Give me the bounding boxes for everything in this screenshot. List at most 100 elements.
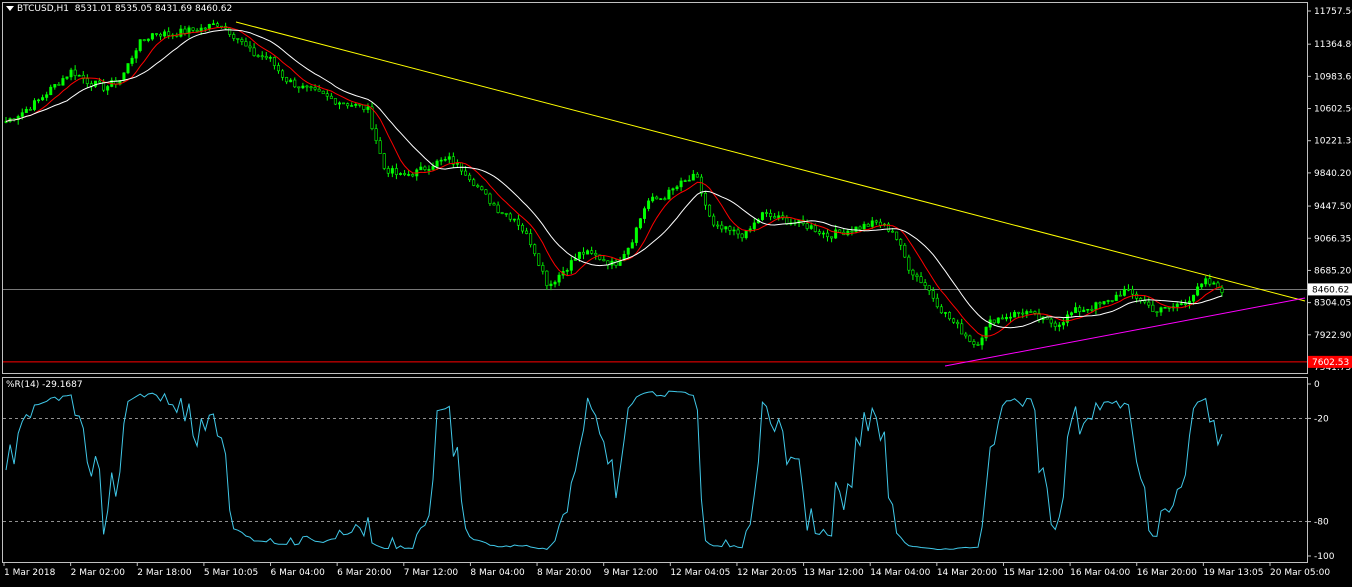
candle-body: [333, 98, 337, 105]
candle-body: [1155, 311, 1159, 313]
candle-body: [264, 56, 268, 59]
candle-body: [1200, 283, 1204, 288]
candle-body: [854, 226, 858, 232]
candle-body: [671, 188, 675, 191]
candle-body: [1009, 316, 1013, 319]
candle-body: [228, 27, 232, 35]
symbol-label: BTCUSD,H1: [17, 4, 70, 14]
candle-body: [1110, 300, 1114, 302]
low-price-badge: [1308, 355, 1352, 368]
candle-body: [805, 223, 809, 229]
candle-body: [1090, 308, 1094, 311]
candle-body: [325, 93, 329, 97]
wpr-tick-label: 0: [1314, 380, 1320, 390]
candle-body: [106, 86, 110, 91]
candle-body: [769, 213, 773, 217]
main-pane-frame: [2, 2, 1308, 374]
wpr-axis: 0 -20 -80 -100: [3, 380, 1335, 562]
candle-body: [834, 229, 838, 239]
candle-body: [398, 173, 402, 175]
candle-body: [651, 196, 655, 202]
candle-body: [602, 259, 606, 262]
candle-body: [1151, 304, 1155, 312]
candle-body: [431, 166, 435, 170]
candle-body: [480, 186, 484, 191]
candle-body: [557, 274, 561, 283]
candle-body: [752, 222, 756, 230]
candle-body: [268, 57, 272, 59]
wpr-line: [5, 390, 1223, 551]
indicator-header: %R(14) -29.1687: [6, 380, 83, 390]
candle-body: [695, 173, 699, 178]
price-levels: [3, 289, 1307, 363]
candle-body: [683, 180, 687, 182]
candle-body: [183, 28, 187, 34]
candle-body: [1029, 311, 1033, 313]
candle-body: [903, 244, 907, 258]
candle-body: [1078, 307, 1082, 312]
candle-body: [20, 112, 24, 117]
candle-body: [374, 128, 378, 141]
candle-body: [732, 229, 736, 232]
candle-body: [504, 213, 508, 215]
candle-body: [500, 212, 504, 214]
chart-header[interactable]: BTCUSD,H1 8531.01 8535.05 8431.69 8460.6…: [6, 4, 232, 14]
candle-body: [317, 88, 321, 92]
candle-body: [163, 31, 167, 37]
price-labels: 8460.62 7602.53: [1308, 283, 1352, 368]
candle-body: [520, 224, 524, 232]
candles: [4, 19, 1224, 350]
candle-body: [541, 265, 545, 272]
candle-body: [57, 84, 61, 86]
candle-body: [488, 193, 492, 204]
candle-body: [179, 28, 183, 37]
candle-body: [850, 230, 854, 233]
candle-body: [826, 232, 830, 238]
candle-body: [964, 333, 968, 337]
candle-body: [740, 233, 744, 239]
candle-body: [647, 200, 651, 209]
candle-body: [232, 34, 236, 39]
candle-body: [712, 215, 716, 226]
candle-body: [590, 250, 594, 254]
candle-body: [138, 39, 142, 51]
wpr-tick-label: -100: [1314, 552, 1335, 562]
candle-body: [167, 31, 171, 36]
candle-body: [150, 33, 154, 40]
candle-body: [1179, 303, 1183, 305]
candle-body: [679, 180, 683, 188]
candle-body: [911, 269, 915, 276]
dropdown-arrow-icon[interactable]: [6, 6, 14, 11]
candle-body: [102, 81, 106, 91]
candle-body: [1004, 317, 1008, 320]
candle-body: [443, 159, 447, 161]
time-tick-label: 12 Mar 04:05: [670, 568, 730, 578]
time-tick-label: 12 Mar 20:05: [737, 568, 797, 578]
time-tick-label: 16 Mar 04:00: [1070, 568, 1130, 578]
candle-body: [765, 212, 769, 214]
candle-body: [586, 250, 590, 255]
time-tick-label: 9 Mar 12:00: [604, 568, 659, 578]
candle-body: [891, 230, 895, 233]
candle-body: [525, 230, 529, 234]
candle-body: [281, 70, 285, 78]
candle-body: [1017, 311, 1021, 314]
candle-body: [1000, 317, 1004, 320]
candle-body: [1106, 300, 1110, 302]
candle-body: [1122, 288, 1126, 296]
candle-body: [565, 270, 569, 272]
price-tick-label: 9840.20: [1314, 169, 1351, 179]
candle-body: [85, 78, 89, 84]
candle-body: [655, 196, 659, 200]
candle-body: [427, 169, 431, 171]
low-price-label: 7602.53: [1312, 358, 1349, 368]
candle-body: [976, 344, 980, 346]
candle-body: [496, 204, 500, 213]
candle-body: [142, 39, 146, 41]
candle-body: [146, 38, 150, 41]
candle-body: [65, 76, 69, 79]
time-axis: 1 Mar 2018 2 Mar 02:00 2 Mar 18:00 5 Mar 10…: [3, 562, 1330, 578]
candle-body: [598, 254, 602, 260]
candle-body: [195, 30, 199, 32]
